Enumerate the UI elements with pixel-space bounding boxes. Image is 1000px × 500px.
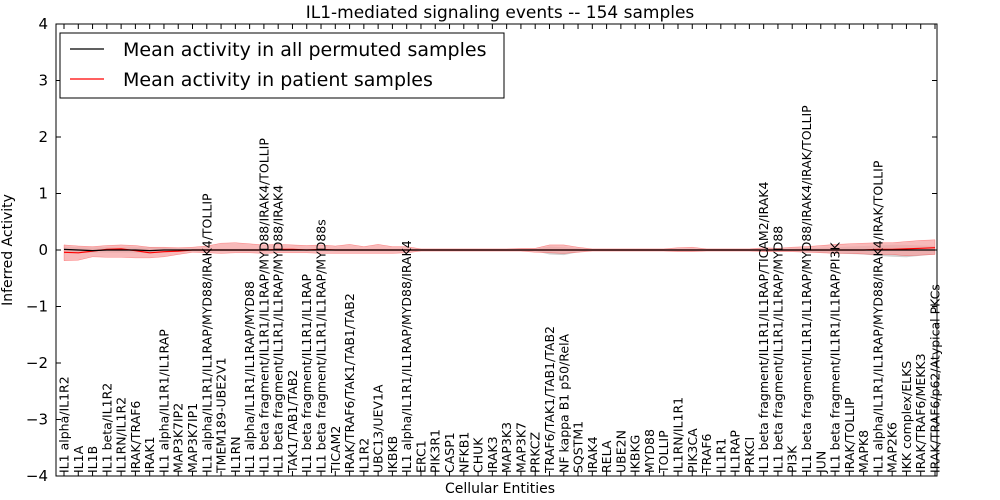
x-tick-label: IRAK3 — [485, 436, 500, 473]
x-tick-label: IL1RN/IL1R1 — [671, 397, 686, 473]
x-tick-label: IL1 alpha/IL1R1/IL1RAP/MYD88/IRAK4/TOLLI… — [199, 193, 214, 473]
x-tick-label: IKK complex/ELKS — [899, 361, 914, 473]
x-tick-label: IL1 alpha/IL1R2 — [57, 376, 72, 473]
x-tick-label: IL1 beta fragment/IL1R1/IL1RAP/MYD88/IRA… — [256, 138, 271, 473]
y-tick-label: 3 — [38, 72, 48, 90]
x-tick-label: SQSTM1 — [571, 421, 586, 473]
y-tick-label: 4 — [38, 15, 48, 33]
x-tick-label: IL1 beta fragment/IL1R1/IL1RAP — [299, 273, 314, 473]
legend-box — [59, 32, 505, 99]
y-tick-label: −2 — [26, 354, 48, 372]
x-tick-label: PRKCI — [742, 437, 757, 473]
x-tick-label: IL1RN — [228, 436, 243, 473]
x-tick-label: PI3K — [785, 445, 800, 473]
series-lines — [63, 247, 936, 254]
x-tick-label: IL1 beta fragment/IL1R1/IL1RAP/MYD88/IRA… — [799, 105, 814, 473]
x-tick-label: MAP3K7 — [513, 422, 528, 473]
x-tick-label: JUN — [813, 451, 828, 474]
x-tick-label: IL1 alpha/IL1R1/IL1RAP/MYD88/IRAK4 — [399, 240, 414, 473]
x-tick-label: IRAK4 — [585, 436, 600, 473]
legend-label-patient: Mean activity in patient samples — [123, 69, 433, 91]
x-tick-label: IL1 beta fragment/IL1R1/IL1RAP/MYD88 — [770, 226, 785, 473]
x-tick-label: CHUK — [471, 437, 486, 473]
x-tick-label: MYD88 — [642, 429, 657, 473]
x-tick-label: IL1RAP — [728, 430, 743, 473]
x-tick-label: PIK3CA — [685, 428, 700, 473]
x-axis-label: Cellular Entities — [445, 481, 555, 497]
x-tick-label: ERC1 — [414, 440, 429, 473]
x-tick-label: IKBKB — [385, 436, 400, 473]
x-tick-label: IL1 beta fragment/IL1R1/IL1RAP/MYD88s — [314, 219, 329, 473]
x-tick-label: PIK3R1 — [428, 429, 443, 473]
x-tick-label: UBE2N — [613, 430, 628, 473]
y-tick-label: 1 — [38, 185, 48, 203]
x-tick-labels: IL1 alpha/IL1R2 IL1A IL1B IL1 beta/IL1R2 IL1… — [57, 105, 943, 474]
x-tick-label: IL1R1 — [713, 438, 728, 473]
y-tick-label: 2 — [38, 128, 48, 146]
x-tick-label: IL1 beta fragment/IL1R1/IL1RAP/MYD88/IRA… — [271, 185, 286, 473]
x-tick-label: TOLLIP — [656, 430, 671, 474]
y-axis-label: Inferred Activity — [0, 194, 16, 306]
x-tick-label: IL1B — [85, 446, 100, 473]
x-tick-label: IL1 alpha/IL1R1/IL1RAP — [157, 329, 172, 473]
x-tick-label: RELA — [599, 440, 614, 473]
y-tick-label: −1 — [26, 298, 48, 316]
x-tick-label: IL1 alpha/IL1R1/IL1RAP/MYD88/IRAK4/IRAK/… — [870, 160, 885, 473]
x-tick-label: TICAM2 — [328, 426, 343, 474]
x-tick-label: IL1R2 — [356, 438, 371, 473]
x-axis-ticks — [63, 24, 936, 476]
x-tick-label: MAP3K3 — [499, 422, 514, 473]
x-tick-label: IRAK/TRAF6/TAK1/TAB1/TAB2 — [342, 293, 357, 473]
x-tick-label: IRAK/TRAF6/MEKK3 — [913, 353, 928, 473]
x-tick-label: IL1 beta/IL1R2 — [99, 383, 114, 473]
chart-title: IL1-mediated signaling events -- 154 sam… — [306, 3, 695, 23]
x-tick-label: IL1 beta fragment/IL1R1/IL1RAP/PI3K — [828, 242, 843, 473]
x-tick-label: TMEM189-UBE2V1 — [214, 357, 229, 474]
x-tick-label: TRAF6 — [699, 433, 714, 474]
x-tick-label: TAK1/TAB1/TAB2 — [285, 370, 300, 474]
x-tick-label: IRAK/TRAF6/p62/Atypical PKCs — [928, 284, 943, 473]
x-tick-label: IRAK1 — [142, 436, 157, 473]
x-tick-label: TRAF6/TAK1/TAB1/TAB2 — [542, 326, 557, 474]
legend-label-permuted: Mean activity in all permuted samples — [123, 39, 486, 61]
y-tick-label: −3 — [26, 411, 48, 429]
x-tick-label: NF kappa B1 p50/RelA — [556, 333, 571, 473]
y-tick-label: 0 — [38, 241, 48, 259]
y-tick-label: −4 — [26, 467, 48, 485]
line-permuted — [63, 248, 935, 252]
x-tick-label: MAP3K7IP1 — [185, 403, 200, 473]
legend: Mean activity in all permuted samples Me… — [59, 32, 505, 99]
x-tick-label: IL1A — [71, 445, 86, 473]
x-tick-label: IKBKG — [628, 435, 643, 473]
x-tick-label: NFKB1 — [456, 432, 471, 473]
x-tick-label: PRKCZ — [528, 432, 543, 473]
y-axis: −4 −3 −2 −1 0 1 2 3 4 — [26, 15, 937, 485]
x-tick-label: IL1 beta fragment/IL1R1/IL1RAP/TICAM2/IR… — [756, 182, 771, 473]
x-tick-label: IL1RN/IL1R2 — [114, 397, 129, 473]
x-tick-label: MAPK8 — [856, 430, 871, 473]
x-tick-label: CASP1 — [442, 432, 457, 473]
x-tick-label: IRAK/TRAF6 — [128, 401, 143, 473]
x-tick-label: IL1 alpha/IL1R1/IL1RAP/MYD88 — [242, 281, 257, 473]
x-tick-label: MAP3K7IP2 — [171, 403, 186, 473]
x-tick-label: UBC13/UEV1A — [371, 384, 386, 473]
x-tick-label: MAP2K6 — [885, 422, 900, 473]
x-tick-label: IRAK/TOLLIP — [842, 397, 857, 473]
